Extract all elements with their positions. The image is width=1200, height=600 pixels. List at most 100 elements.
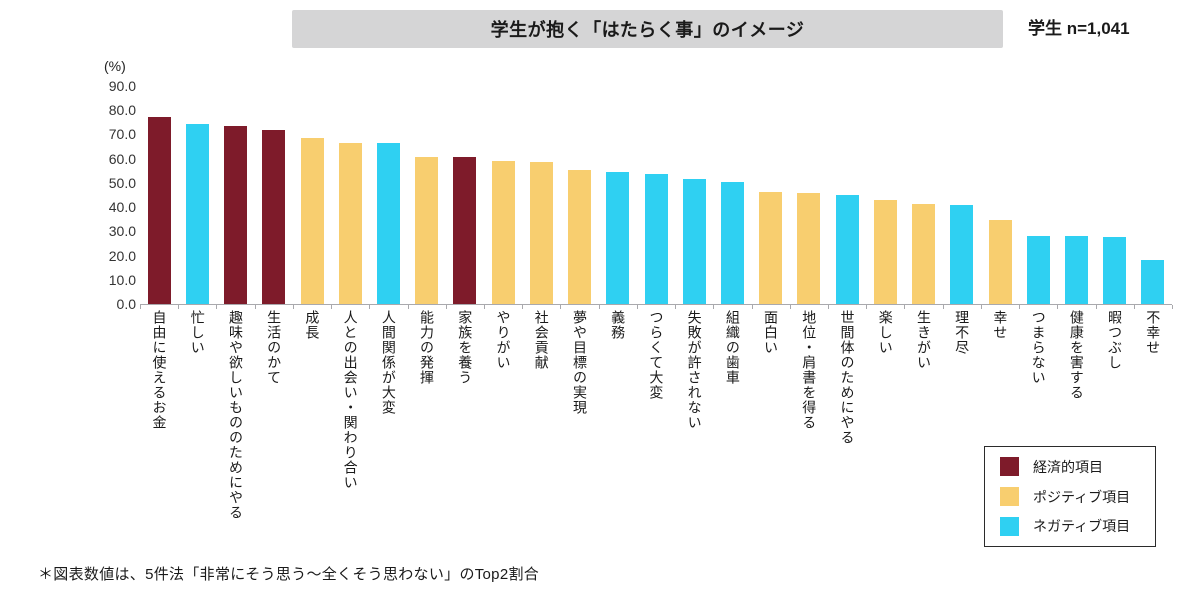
bar — [988, 219, 1012, 304]
x-axis-tick — [789, 305, 791, 309]
legend-swatch-negative — [1000, 516, 1019, 536]
category-label: 人との出会い・関わり合い — [342, 310, 359, 490]
x-axis-tick — [1057, 305, 1059, 309]
category-label: 理不尽 — [954, 310, 971, 355]
category-label: 夢や目標の実現 — [571, 310, 588, 415]
bar — [376, 142, 400, 304]
category-label: つらくて大変 — [648, 310, 665, 400]
x-axis-tick — [751, 305, 753, 309]
legend-label-economic: 経済的項目 — [1033, 458, 1103, 475]
bar — [797, 193, 821, 304]
bar — [682, 178, 706, 304]
x-axis-tick — [713, 305, 715, 309]
y-tick-label: 50.0 — [108, 174, 136, 191]
x-axis-tick — [942, 305, 944, 309]
x-axis-tick — [445, 305, 447, 309]
y-tick-label: 30.0 — [108, 223, 136, 240]
category-label: 社会貢献 — [533, 310, 550, 370]
category-label: 家族を養う — [457, 310, 474, 385]
x-axis-line — [140, 304, 1172, 305]
x-axis-tick — [369, 305, 371, 309]
chart-title: 学生が抱く「はたらく事」のイメージ — [490, 20, 805, 40]
x-axis-tick — [828, 305, 829, 309]
legend: 経済的項目 ポジティブ項目 ネガティブ項目 — [984, 446, 1156, 547]
bar — [262, 129, 286, 304]
legend-item-negative: ネガティブ項目 — [1000, 516, 1155, 536]
x-axis-tick — [254, 305, 256, 309]
bar — [415, 156, 439, 304]
sample-size-label: 学生 n=1,041 — [1028, 19, 1130, 38]
x-axis-tick — [675, 305, 677, 309]
x-axis-tick — [560, 305, 562, 309]
x-axis-tick — [331, 305, 333, 309]
category-label: 成長 — [304, 310, 321, 340]
x-axis-tick — [980, 305, 982, 309]
bar — [300, 137, 324, 304]
x-axis-tick — [1019, 305, 1021, 309]
x-axis-tick — [484, 305, 485, 309]
x-axis-tick — [407, 305, 409, 309]
x-axis-tick — [216, 305, 218, 309]
bar — [720, 181, 744, 304]
y-tick-label: 70.0 — [108, 126, 136, 143]
bar — [338, 142, 362, 304]
y-tick-label: 60.0 — [108, 150, 136, 167]
category-label: つまらない — [1030, 310, 1047, 385]
bar — [453, 157, 477, 304]
x-axis-tick — [1172, 305, 1173, 309]
bar — [950, 205, 974, 304]
y-tick-label: 90.0 — [108, 78, 136, 94]
legend-item-positive: ポジティブ項目 — [1000, 487, 1155, 507]
bar — [568, 169, 592, 304]
category-label: 能力の発揮 — [419, 310, 436, 385]
bar — [224, 125, 248, 304]
legend-swatch-positive — [1000, 487, 1019, 506]
y-tick-label: 0.0 — [116, 296, 136, 312]
legend-label-negative: ネガティブ項目 — [1033, 518, 1131, 535]
category-label: 暇つぶし — [1107, 310, 1124, 370]
category-labels: 自由に使えるお金 忙しい 趣味や欲しいもののためにやる 生活のかて 成長 人との出会い・関… — [140, 310, 1172, 562]
legend-swatch-economic — [1000, 457, 1019, 477]
bar — [147, 116, 171, 304]
category-label: 面白い — [763, 310, 780, 355]
x-axis-tick — [522, 305, 524, 309]
bar — [912, 203, 936, 304]
footnote: ＊図表数値は、5件法「非常にそう思う～全くそう思わない」のTop2割合 — [38, 566, 540, 583]
x-axis-tick — [636, 305, 638, 309]
x-axis-tick — [598, 305, 600, 309]
bar — [1026, 235, 1050, 304]
category-label: 生活のかて — [266, 310, 283, 385]
bar — [1141, 259, 1165, 304]
category-label: 失敗が許されない — [686, 310, 703, 430]
category-label: 不幸せ — [1145, 310, 1162, 355]
y-tick-label: 40.0 — [108, 199, 136, 216]
category-label: 趣味や欲しいもののためにやる — [227, 310, 244, 520]
x-axis-tick — [178, 305, 180, 309]
category-label: 義務 — [610, 310, 627, 340]
x-axis-tick — [904, 305, 906, 309]
legend-label-positive: ポジティブ項目 — [1033, 488, 1131, 505]
category-label: 楽しい — [877, 310, 894, 355]
bar — [873, 199, 897, 304]
x-axis-tick — [866, 305, 868, 309]
category-label: 人間関係が大変 — [380, 310, 397, 415]
category-label: 組織の歯車 — [724, 310, 741, 385]
category-label: 自由に使えるお金 — [151, 310, 168, 430]
bar — [185, 124, 209, 304]
category-label: 幸せ — [992, 310, 1009, 340]
x-axis-tick — [1133, 305, 1135, 309]
x-axis-tick — [1095, 305, 1097, 309]
bar — [606, 171, 630, 304]
bar — [644, 174, 668, 304]
x-axis-tick — [140, 305, 141, 309]
category-label: 世間体のためにやる — [839, 310, 856, 445]
bar — [1103, 236, 1127, 304]
category-label: 健康を害する — [1068, 310, 1085, 400]
bar — [529, 162, 553, 304]
y-tick-label: 80.0 — [108, 102, 136, 119]
category-label: 地位・肩書を得る — [801, 310, 818, 430]
category-label: 生きがい — [915, 310, 932, 370]
bar — [1064, 236, 1088, 304]
y-axis-unit-label: (%) — [104, 58, 126, 74]
